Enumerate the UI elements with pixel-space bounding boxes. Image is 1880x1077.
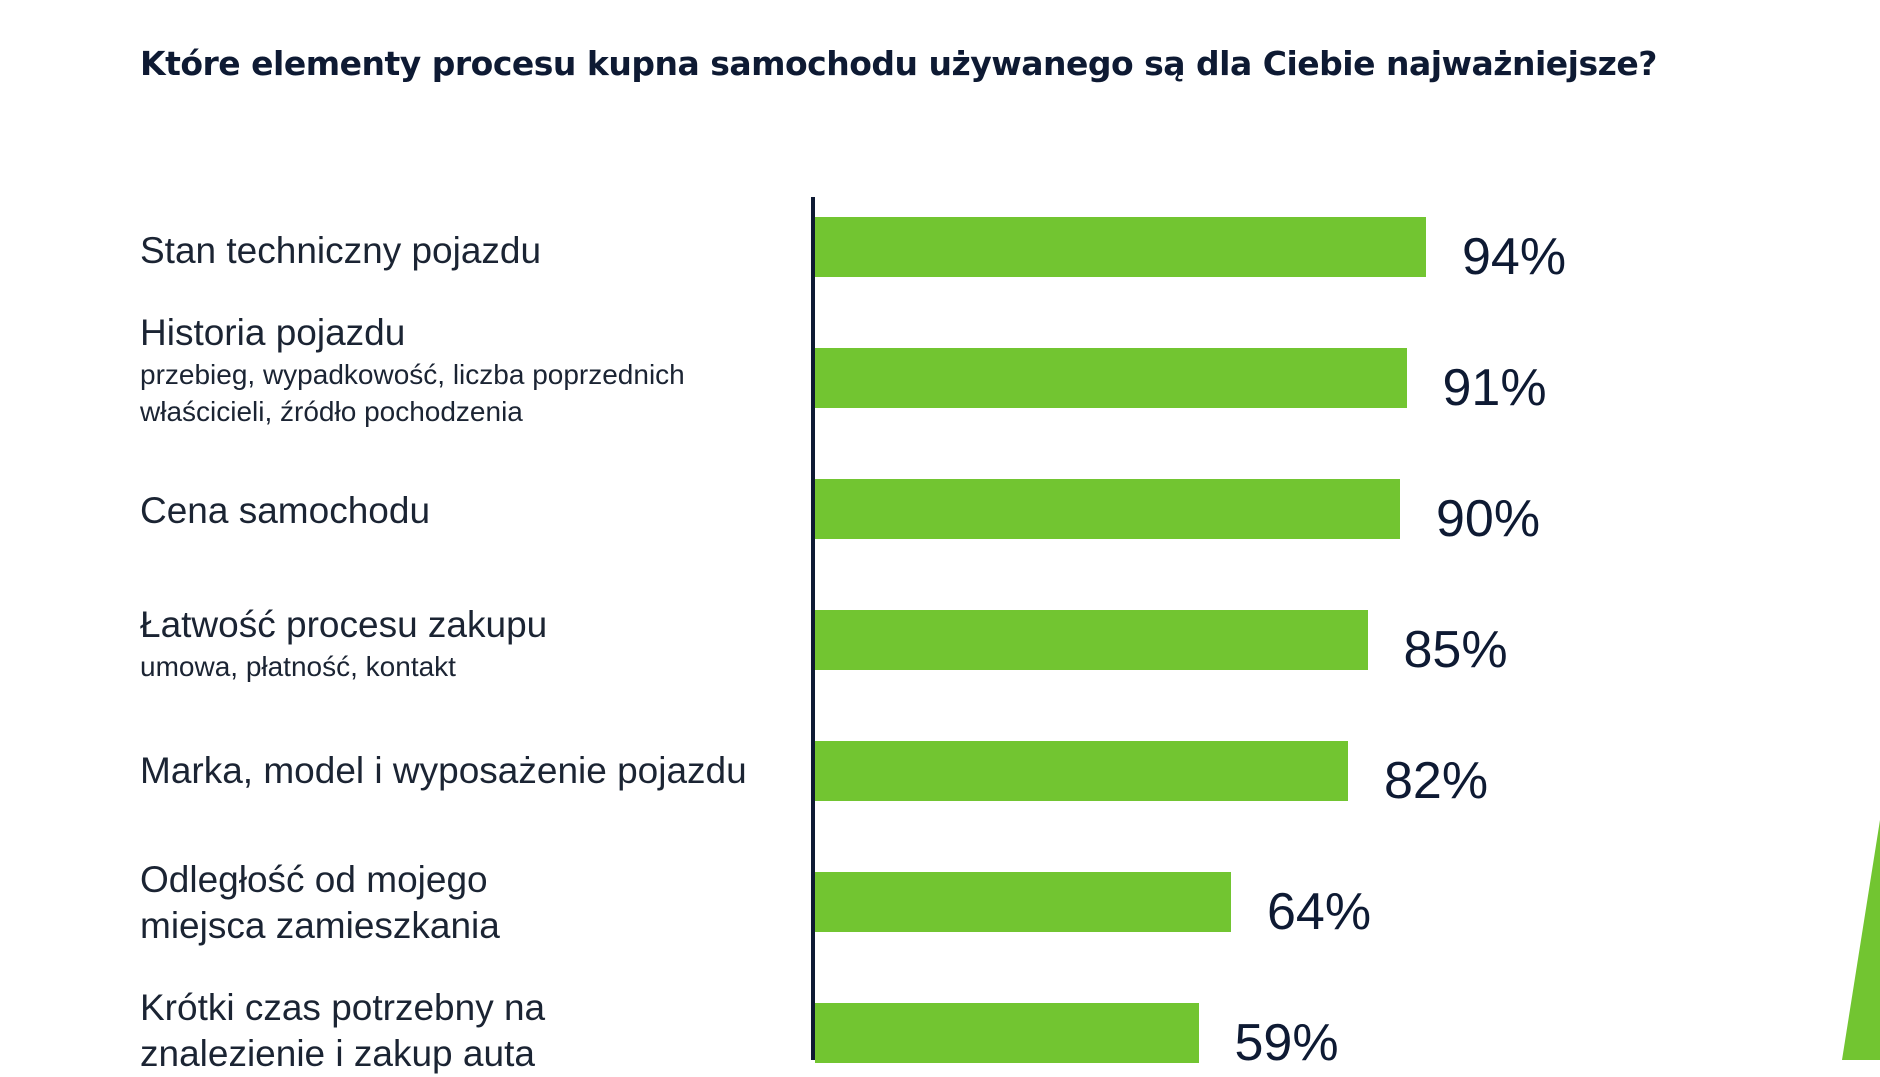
category-label-6: Krótki czas potrzebny na znalezienie i za… [140, 985, 545, 1077]
category-name: Łatwość procesu zakupu [140, 604, 548, 645]
category-subtext: przebieg, wypadkowość, liczba poprzednic… [140, 359, 685, 390]
category-label-2: Cena samochodu [140, 488, 430, 534]
category-label-1: Historia pojazdu przebieg, wypadkowość, l… [140, 310, 685, 430]
value-label-2: 90% [1436, 490, 1541, 548]
category-label-0: Stan techniczny pojazdu [140, 228, 541, 274]
category-name: Cena samochodu [140, 490, 431, 531]
category-line: Krótki czas potrzebny na [140, 987, 546, 1028]
category-label-5: Odległość od mojego miejsca zamieszkania [140, 857, 500, 949]
category-name: Historia pojazdu [140, 312, 406, 353]
bar-5 [815, 872, 1231, 932]
category-name: Stan techniczny pojazdu [140, 230, 542, 271]
bar-4 [815, 741, 1348, 801]
bar-0 [815, 217, 1426, 277]
category-axis-line [811, 197, 815, 1060]
bar-2 [815, 479, 1400, 539]
category-line: Odległość od mojego [140, 859, 488, 900]
chart-title: Które elementy procesu kupna samochodu u… [140, 44, 1657, 83]
category-line: znalezienie i zakup auta [140, 1033, 535, 1074]
category-subtext: właścicieli, źródło pochodzenia [140, 396, 523, 427]
category-label-4: Marka, model i wyposażenie pojazdu [140, 748, 747, 794]
category-label-3: Łatwość procesu zakupu umowa, płatność, k… [140, 602, 547, 685]
bar-1 [815, 348, 1407, 408]
value-label-3: 85% [1403, 621, 1508, 679]
value-label-0: 94% [1462, 228, 1567, 286]
value-label-5: 64% [1267, 883, 1372, 941]
value-label-1: 91% [1442, 359, 1547, 417]
category-line: miejsca zamieszkania [140, 905, 500, 946]
category-name: Marka, model i wyposażenie pojazdu [140, 750, 747, 791]
category-subtext: umowa, płatność, kontakt [140, 651, 456, 682]
bar-6 [815, 1003, 1199, 1063]
value-label-4: 82% [1384, 752, 1489, 810]
bar-3 [815, 610, 1368, 670]
value-label-6: 59% [1234, 1014, 1339, 1072]
